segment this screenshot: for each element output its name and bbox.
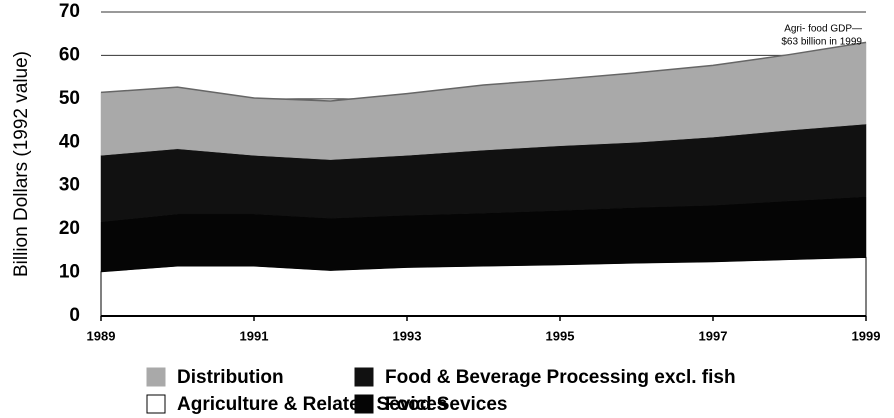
y-axis-title: Billion Dollars (1992 value) — [11, 51, 32, 277]
legend-swatch — [146, 394, 166, 414]
y-tick-label: 30 — [59, 175, 80, 196]
legend-swatch — [146, 367, 166, 387]
legend-label: Food Sevices — [385, 394, 508, 415]
y-tick-label: 10 — [59, 262, 80, 283]
y-tick-label: 60 — [59, 44, 80, 65]
area-texture — [100, 41, 867, 102]
legend-label: Food & Beverage Processing excl. fish — [385, 367, 736, 388]
x-tick-label: 1999 — [852, 328, 881, 343]
y-tick-label: 0 — [69, 305, 80, 326]
y-tick-label: 50 — [59, 88, 80, 109]
x-tick-label: 1997 — [699, 328, 728, 343]
legend-label: Agriculture & Related Sevices — [177, 394, 447, 415]
legend-label: Distribution — [177, 367, 284, 388]
x-tick-label: 1991 — [240, 328, 269, 343]
x-tick-label: 1993 — [393, 328, 422, 343]
y-tick-label: 20 — [59, 218, 80, 239]
x-tick-label: 1995 — [546, 328, 575, 343]
y-tick-label: 40 — [59, 131, 80, 152]
annotation: Agri- food GDP— — [784, 24, 862, 35]
legend-swatch — [354, 394, 374, 414]
annotation: $63 billion in 1999 — [781, 37, 862, 48]
y-tick-label: 70 — [59, 1, 80, 22]
x-tick-label: 1989 — [87, 328, 116, 343]
legend-swatch — [354, 367, 374, 387]
